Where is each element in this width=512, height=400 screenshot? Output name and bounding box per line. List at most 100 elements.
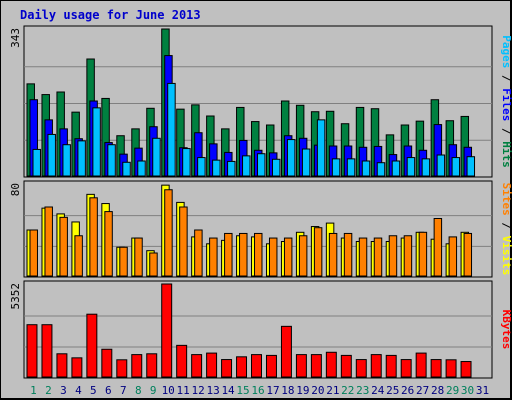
panel-border bbox=[23, 25, 493, 178]
bar-pages-day-21 bbox=[331, 158, 341, 177]
chart-title: Daily usage for June 2013 bbox=[20, 8, 201, 22]
bar-kbytes-day-5 bbox=[86, 313, 98, 378]
day-label: 15 bbox=[236, 384, 249, 397]
bar-sites-day-30 bbox=[463, 232, 473, 277]
bar-sites-day-1 bbox=[29, 229, 38, 277]
bar-kbytes-day-22 bbox=[340, 354, 352, 378]
bar-pages-day-17 bbox=[271, 158, 281, 177]
bar-pages-day-27 bbox=[421, 158, 431, 177]
bar-kbytes-day-13 bbox=[206, 352, 218, 378]
panel-series-label: Sites / Visits bbox=[500, 183, 512, 276]
day-label: 11 bbox=[177, 384, 190, 397]
day-label: 19 bbox=[296, 384, 309, 397]
panel-requests: 343 Pages / Files / Hits bbox=[9, 25, 512, 178]
day-label: 20 bbox=[311, 384, 324, 397]
bar-kbytes-day-28 bbox=[430, 359, 442, 378]
series-label-part: / bbox=[500, 216, 512, 236]
bar-sites-day-28 bbox=[433, 218, 443, 277]
bar-kbytes-day-2 bbox=[41, 324, 53, 378]
bar-sites-day-12 bbox=[194, 229, 203, 277]
day-label: 29 bbox=[446, 384, 459, 397]
bar-pages-day-25 bbox=[391, 160, 401, 177]
day-axis: 1 2 3 4 5 6 7 8 9 10 11 12 13 14 15 16 17 18 19 20 21 22 23 24 2… bbox=[30, 384, 489, 397]
bar-kbytes-day-12 bbox=[191, 354, 203, 378]
bar-sites-day-15 bbox=[239, 232, 248, 277]
day-label: 12 bbox=[192, 384, 205, 397]
series-label-part: Files bbox=[500, 88, 512, 121]
bar-pages-day-26 bbox=[406, 157, 416, 177]
bar-sites-day-14 bbox=[224, 232, 233, 277]
day-label: 28 bbox=[431, 384, 444, 397]
bar-sites-day-21 bbox=[328, 232, 338, 277]
series-label-part: / bbox=[500, 68, 512, 88]
bar-kbytes-day-21 bbox=[325, 351, 337, 378]
day-label: 31 bbox=[476, 384, 489, 397]
bar-pages-day-19 bbox=[301, 148, 311, 177]
day-label: 22 bbox=[341, 384, 354, 397]
bar-sites-day-5 bbox=[89, 197, 98, 277]
bar-pages-day-5 bbox=[92, 107, 101, 177]
panel-max-label: 80 bbox=[9, 183, 22, 196]
bar-sites-day-10 bbox=[164, 189, 173, 277]
bar-sites-day-24 bbox=[373, 237, 383, 277]
bar-pages-day-15 bbox=[242, 155, 251, 177]
bar-pages-day-28 bbox=[436, 154, 446, 177]
day-label: 27 bbox=[416, 384, 429, 397]
series-label-part: Pages bbox=[500, 35, 512, 68]
bar-kbytes-day-9 bbox=[146, 353, 158, 378]
series-label-part: / bbox=[500, 121, 512, 141]
series-label-part: KBytes bbox=[500, 310, 512, 350]
day-label: 8 bbox=[135, 384, 142, 397]
bar-sites-day-7 bbox=[119, 246, 128, 277]
panel-kbytes: 5352 KBytes bbox=[9, 280, 512, 379]
bar-sites-day-2 bbox=[44, 206, 53, 277]
bar-sites-day-25 bbox=[388, 235, 398, 277]
bar-sites-day-18 bbox=[283, 237, 293, 277]
bar-pages-day-16 bbox=[257, 153, 266, 177]
bar-sites-day-29 bbox=[448, 236, 458, 277]
day-label: 24 bbox=[371, 384, 385, 397]
bar-pages-day-7 bbox=[122, 161, 131, 177]
bar-kbytes-day-4 bbox=[71, 357, 83, 378]
bar-sites-day-9 bbox=[149, 252, 158, 277]
bar-kbytes-day-30 bbox=[460, 361, 472, 378]
bar-kbytes-day-18 bbox=[280, 325, 292, 378]
bar-pages-day-10 bbox=[167, 82, 176, 177]
day-label: 25 bbox=[386, 384, 399, 397]
bar-pages-day-6 bbox=[107, 144, 116, 177]
bar-sites-day-23 bbox=[358, 237, 368, 277]
bar-kbytes-day-14 bbox=[221, 359, 233, 378]
day-label: 10 bbox=[162, 384, 175, 397]
day-label: 7 bbox=[120, 384, 127, 397]
series-label-part: Sites bbox=[500, 183, 512, 216]
bar-kbytes-day-10 bbox=[161, 283, 173, 378]
day-label: 14 bbox=[221, 384, 235, 397]
bar-sites-day-20 bbox=[313, 227, 323, 277]
day-label: 6 bbox=[105, 384, 112, 397]
bar-sites-day-17 bbox=[268, 237, 278, 277]
gridlines bbox=[24, 315, 492, 348]
bar-pages-day-24 bbox=[376, 162, 386, 177]
bar-sites-day-13 bbox=[209, 237, 218, 277]
bar-pages-day-11 bbox=[182, 148, 191, 177]
bar-kbytes-day-20 bbox=[310, 354, 322, 378]
bar-kbytes-day-7 bbox=[116, 359, 128, 378]
panel-border bbox=[23, 280, 493, 379]
bar-kbytes-day-16 bbox=[251, 354, 262, 378]
series-sites bbox=[29, 189, 473, 277]
bar-pages-day-30 bbox=[466, 156, 476, 177]
bar-kbytes-day-3 bbox=[56, 353, 68, 378]
bar-pages-day-29 bbox=[451, 157, 461, 177]
bar-sites-day-6 bbox=[104, 211, 113, 277]
bar-kbytes-day-23 bbox=[355, 359, 367, 378]
day-label: 23 bbox=[356, 384, 369, 397]
panel-series-label: KBytes bbox=[500, 310, 512, 350]
bar-pages-day-8 bbox=[137, 160, 146, 177]
bar-pages-day-20 bbox=[316, 119, 326, 177]
bar-kbytes-day-17 bbox=[265, 354, 277, 378]
bar-pages-day-4 bbox=[77, 140, 86, 177]
bar-sites-day-16 bbox=[254, 232, 263, 277]
bar-sites-day-19 bbox=[298, 235, 308, 277]
